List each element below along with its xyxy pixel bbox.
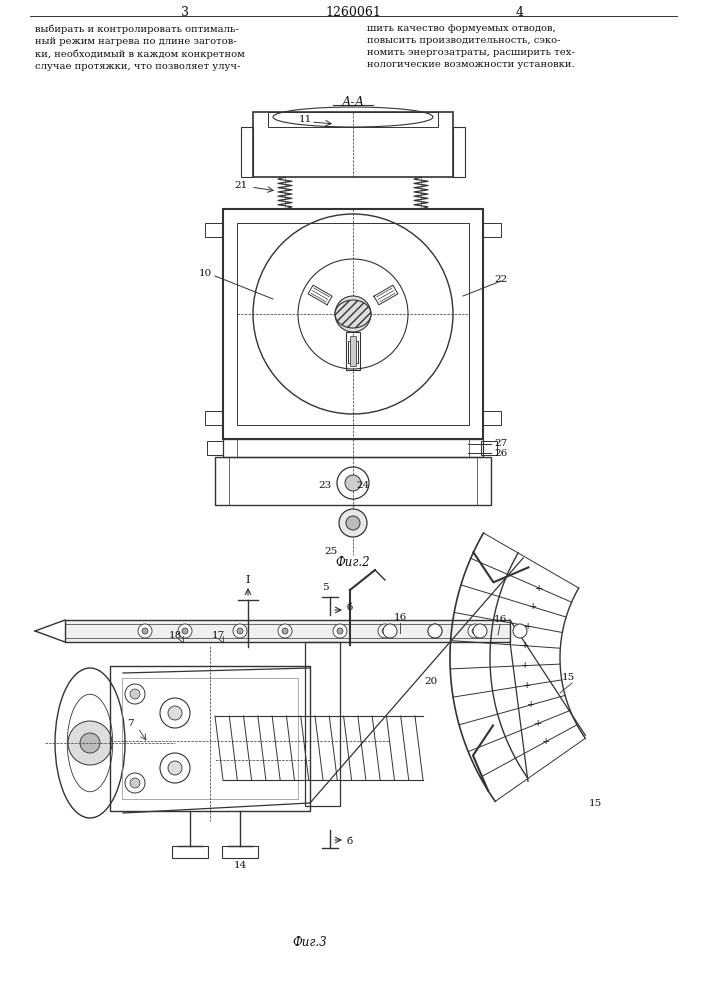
Text: 3: 3	[181, 5, 189, 18]
Circle shape	[513, 624, 527, 638]
Bar	[483, 411, 501, 425]
Text: +: +	[521, 661, 530, 670]
Text: 11: 11	[298, 115, 312, 124]
Circle shape	[346, 516, 360, 530]
Circle shape	[428, 624, 442, 638]
Circle shape	[138, 624, 152, 638]
Text: 24: 24	[356, 482, 370, 490]
Bar	[350, 336, 356, 366]
Bar	[65, 620, 510, 642]
Circle shape	[182, 628, 188, 634]
Bar	[481, 441, 497, 455]
Text: 4: 4	[516, 5, 524, 18]
Bar	[453, 127, 465, 177]
Circle shape	[80, 733, 100, 753]
Text: 18: 18	[168, 632, 182, 641]
Circle shape	[237, 628, 243, 634]
Circle shape	[168, 706, 182, 720]
Ellipse shape	[335, 300, 371, 328]
Text: 15: 15	[561, 674, 575, 682]
Bar	[237, 439, 469, 457]
Circle shape	[233, 624, 247, 638]
Text: б: б	[347, 602, 353, 611]
Text: 1260061: 1260061	[325, 5, 381, 18]
Bar	[172, 846, 208, 858]
Circle shape	[335, 296, 371, 332]
Text: 17: 17	[211, 632, 225, 641]
Text: +: +	[521, 641, 530, 650]
Circle shape	[382, 628, 388, 634]
Bar	[241, 127, 253, 177]
Circle shape	[278, 624, 292, 638]
Text: +: +	[524, 622, 532, 631]
Bar	[305, 642, 340, 806]
Text: +: +	[542, 737, 550, 746]
Bar	[229, 457, 477, 505]
Text: выбирать и контролировать оптималь-
ный режим нагрева по длине заготов-
ки, необ: выбирать и контролировать оптималь- ный …	[35, 24, 245, 71]
Bar	[237, 223, 469, 425]
Text: шить качество формуемых отводов,
повысить производительность, сэко-
номить энерг: шить качество формуемых отводов, повысит…	[367, 24, 575, 69]
Circle shape	[345, 475, 361, 491]
Bar	[346, 332, 360, 370]
Circle shape	[337, 628, 343, 634]
Circle shape	[168, 761, 182, 775]
Bar	[483, 223, 501, 237]
Text: 27: 27	[494, 440, 508, 448]
Text: 14: 14	[233, 861, 247, 870]
Text: 20: 20	[424, 677, 438, 686]
Circle shape	[130, 778, 140, 788]
Bar	[223, 209, 483, 439]
Bar	[207, 441, 223, 455]
Text: +: +	[523, 681, 531, 690]
Circle shape	[432, 628, 438, 634]
Circle shape	[428, 624, 442, 638]
Circle shape	[178, 624, 192, 638]
Circle shape	[142, 628, 148, 634]
Bar	[110, 666, 310, 811]
Circle shape	[339, 509, 367, 537]
Circle shape	[68, 721, 112, 765]
Bar	[205, 223, 223, 237]
Bar	[215, 457, 491, 505]
Circle shape	[473, 624, 487, 638]
Text: +: +	[527, 700, 535, 709]
Circle shape	[282, 628, 288, 634]
Text: 25: 25	[325, 546, 338, 556]
Text: 26: 26	[494, 448, 508, 458]
Circle shape	[468, 624, 482, 638]
Text: 15: 15	[588, 798, 602, 808]
Text: +: +	[535, 584, 544, 593]
Bar	[205, 411, 223, 425]
Text: 7: 7	[127, 718, 134, 728]
Circle shape	[378, 624, 392, 638]
Bar	[268, 112, 438, 127]
Circle shape	[472, 628, 478, 634]
Text: +: +	[534, 719, 542, 728]
Bar	[65, 624, 510, 638]
Circle shape	[333, 624, 347, 638]
Text: А-А: А-А	[341, 97, 365, 109]
Text: I: I	[246, 575, 250, 585]
Text: 10: 10	[199, 269, 211, 278]
Text: 21: 21	[235, 180, 247, 190]
Circle shape	[383, 624, 397, 638]
Text: 5: 5	[322, 582, 328, 591]
Text: Фиг.3: Фиг.3	[293, 936, 327, 950]
Text: Фиг.2: Фиг.2	[336, 556, 370, 570]
Text: 16: 16	[493, 615, 507, 624]
Text: 16: 16	[393, 613, 407, 622]
Text: +: +	[529, 602, 537, 611]
Text: б: б	[347, 838, 353, 846]
Text: 23: 23	[318, 482, 332, 490]
Text: 22: 22	[494, 274, 508, 284]
Bar	[253, 112, 453, 177]
Bar	[222, 846, 258, 858]
Bar	[122, 678, 298, 799]
Circle shape	[130, 689, 140, 699]
Bar	[223, 439, 483, 457]
